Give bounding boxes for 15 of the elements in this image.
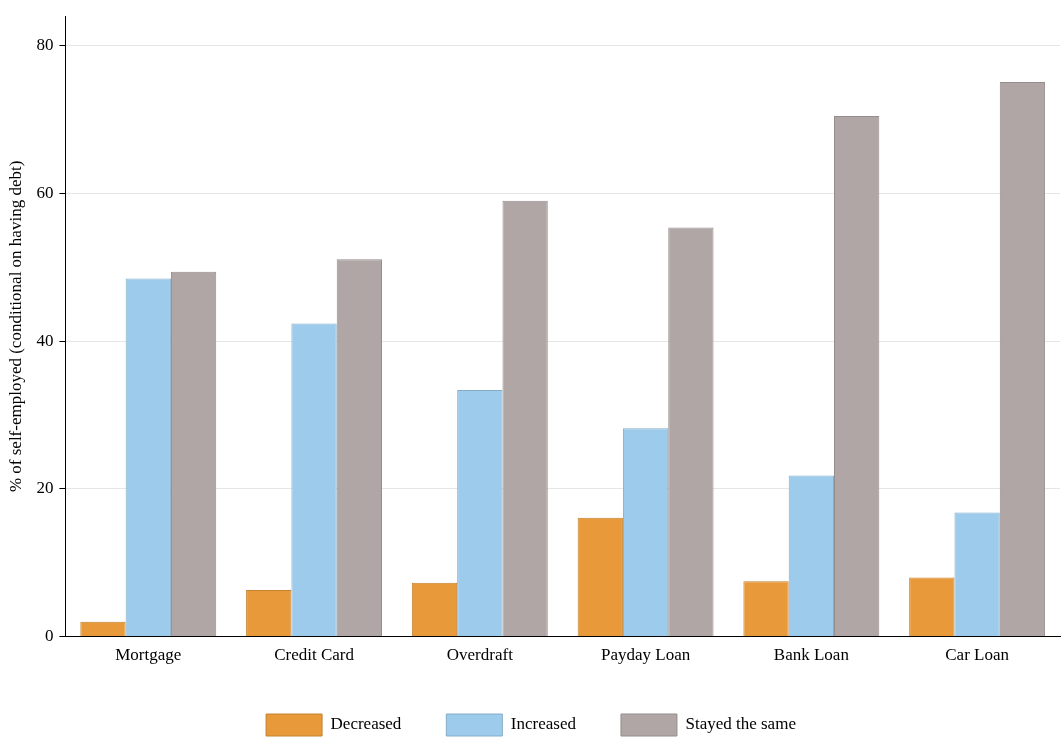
y-axis-title: % of self-employed (conditional on having debt) [5,160,25,493]
y-tick-label: 80 [36,35,54,55]
y-tick-label: 60 [36,182,54,202]
legend-label: Increased [510,714,577,734]
x-tick-label: Mortgage [115,645,182,665]
y-tick-label: 40 [36,330,54,350]
y-tick-label: 20 [36,478,54,498]
x-tick-label: Overdraft [446,645,514,665]
x-tick-label: Bank Loan [773,645,850,665]
x-tick-label: Payday Loan [600,645,691,665]
legend-label: Stayed the same [685,714,796,734]
x-tick-label: Car Loan [945,645,1010,665]
legend-label: Decreased [330,714,402,734]
x-tick-label: Credit Card [274,645,355,665]
y-tick-label: 0 [44,626,54,646]
